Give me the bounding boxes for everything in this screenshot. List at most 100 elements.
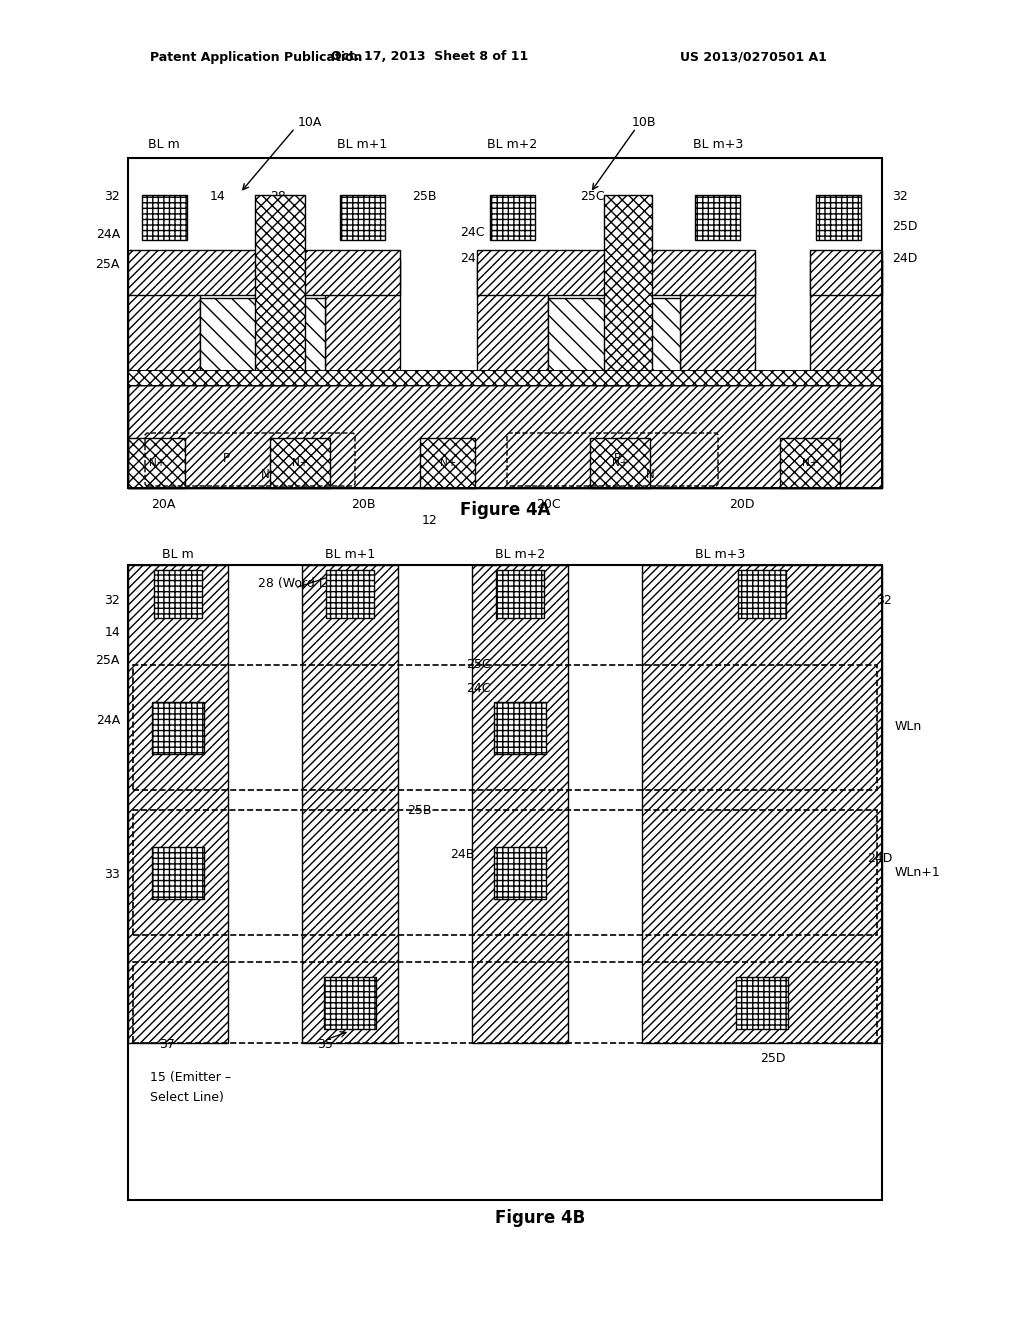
Text: 25D: 25D	[760, 1052, 785, 1064]
Text: 24C: 24C	[460, 226, 484, 239]
Text: WLn+1: WLn+1	[895, 866, 941, 879]
Text: US 2013/0270501 A1: US 2013/0270501 A1	[680, 50, 826, 63]
Text: Oct. 17, 2013  Sheet 8 of 11: Oct. 17, 2013 Sheet 8 of 11	[332, 50, 528, 63]
Bar	[200, 298, 325, 385]
Text: 25C: 25C	[580, 190, 604, 203]
Bar	[128, 370, 882, 385]
Text: N+: N+	[611, 458, 628, 469]
Text: 32: 32	[104, 594, 120, 606]
Text: N: N	[645, 467, 654, 480]
Text: 25C: 25C	[466, 659, 490, 672]
Bar	[152, 702, 204, 754]
Bar	[128, 565, 882, 1200]
Bar	[494, 847, 546, 899]
Text: 28: 28	[270, 190, 286, 203]
Bar	[816, 195, 861, 240]
Text: 28 (Word Line): 28 (Word Line)	[258, 577, 350, 590]
Bar	[152, 847, 204, 899]
Text: 24C: 24C	[466, 681, 490, 694]
Bar	[642, 565, 882, 1043]
Text: Figure 4B: Figure 4B	[495, 1209, 585, 1228]
Text: BL m: BL m	[162, 549, 194, 561]
Text: 35: 35	[317, 1039, 333, 1052]
Text: BL m+2: BL m+2	[495, 549, 545, 561]
Bar	[133, 665, 877, 789]
Bar	[133, 962, 877, 1043]
Text: 15 (Emitter –: 15 (Emitter –	[150, 1071, 231, 1084]
Bar	[738, 570, 786, 618]
Text: 24D: 24D	[892, 252, 918, 264]
Text: N+: N+	[292, 458, 308, 469]
Text: 24B: 24B	[460, 252, 484, 264]
Text: 20B: 20B	[351, 498, 375, 511]
Bar	[154, 570, 202, 618]
Bar	[494, 702, 546, 754]
Text: 25D: 25D	[892, 219, 918, 232]
Text: 33: 33	[104, 869, 120, 882]
Text: P: P	[613, 451, 621, 465]
Text: BL m+3: BL m+3	[695, 549, 745, 561]
Bar	[736, 977, 788, 1030]
Text: 10A: 10A	[298, 116, 323, 129]
Bar	[490, 195, 535, 240]
Text: 24B: 24B	[450, 849, 474, 862]
Bar	[780, 438, 840, 488]
Bar	[128, 249, 400, 294]
Text: 12: 12	[422, 513, 438, 527]
Bar	[680, 260, 755, 385]
Bar	[695, 195, 740, 240]
Bar	[142, 195, 187, 240]
Text: WLn: WLn	[895, 721, 923, 734]
Text: 24A: 24A	[96, 714, 120, 726]
Text: Patent Application Publication: Patent Application Publication	[150, 50, 362, 63]
Text: N+: N+	[440, 458, 456, 469]
Text: Figure 4A: Figure 4A	[460, 502, 550, 519]
Text: 32: 32	[877, 594, 892, 606]
Text: 14: 14	[104, 626, 120, 639]
Text: BL m+2: BL m+2	[486, 139, 538, 152]
Text: 37: 37	[159, 1039, 175, 1052]
Bar	[324, 977, 376, 1030]
Text: P: P	[222, 451, 229, 465]
Text: 24A: 24A	[96, 228, 120, 242]
Bar	[496, 570, 544, 618]
Text: 20D: 20D	[729, 498, 755, 511]
Bar	[128, 565, 228, 1043]
Bar	[548, 298, 680, 385]
Text: 25B: 25B	[412, 190, 436, 203]
Bar	[133, 810, 877, 935]
Bar	[325, 260, 400, 385]
Bar	[472, 565, 568, 1043]
Text: BL m+3: BL m+3	[693, 139, 743, 152]
Text: Select Line): Select Line)	[150, 1092, 224, 1105]
Bar	[255, 195, 305, 385]
Bar	[604, 195, 652, 385]
Bar	[270, 438, 330, 488]
Bar	[128, 438, 185, 488]
Text: N+: N+	[802, 458, 818, 469]
Bar	[128, 158, 882, 488]
Text: N: N	[261, 467, 269, 480]
Bar	[420, 438, 475, 488]
Text: 14: 14	[210, 190, 225, 203]
Text: 10B: 10B	[632, 116, 656, 129]
Text: BL m: BL m	[148, 139, 180, 152]
Bar	[810, 260, 882, 385]
Bar	[477, 260, 548, 385]
Text: 25A: 25A	[95, 259, 120, 272]
Bar	[340, 195, 385, 240]
Text: 24D: 24D	[866, 851, 892, 865]
Bar	[128, 385, 882, 488]
Bar	[810, 249, 882, 294]
Text: 20C: 20C	[536, 498, 560, 511]
Text: 25B: 25B	[407, 804, 431, 817]
Text: 25A: 25A	[95, 653, 120, 667]
Bar	[128, 385, 882, 488]
Text: N+: N+	[148, 458, 165, 469]
Bar	[326, 570, 374, 618]
Text: BL m+1: BL m+1	[337, 139, 387, 152]
Text: 32: 32	[892, 190, 907, 203]
Text: BL m+1: BL m+1	[325, 549, 375, 561]
Bar	[302, 565, 398, 1043]
Bar	[590, 438, 650, 488]
